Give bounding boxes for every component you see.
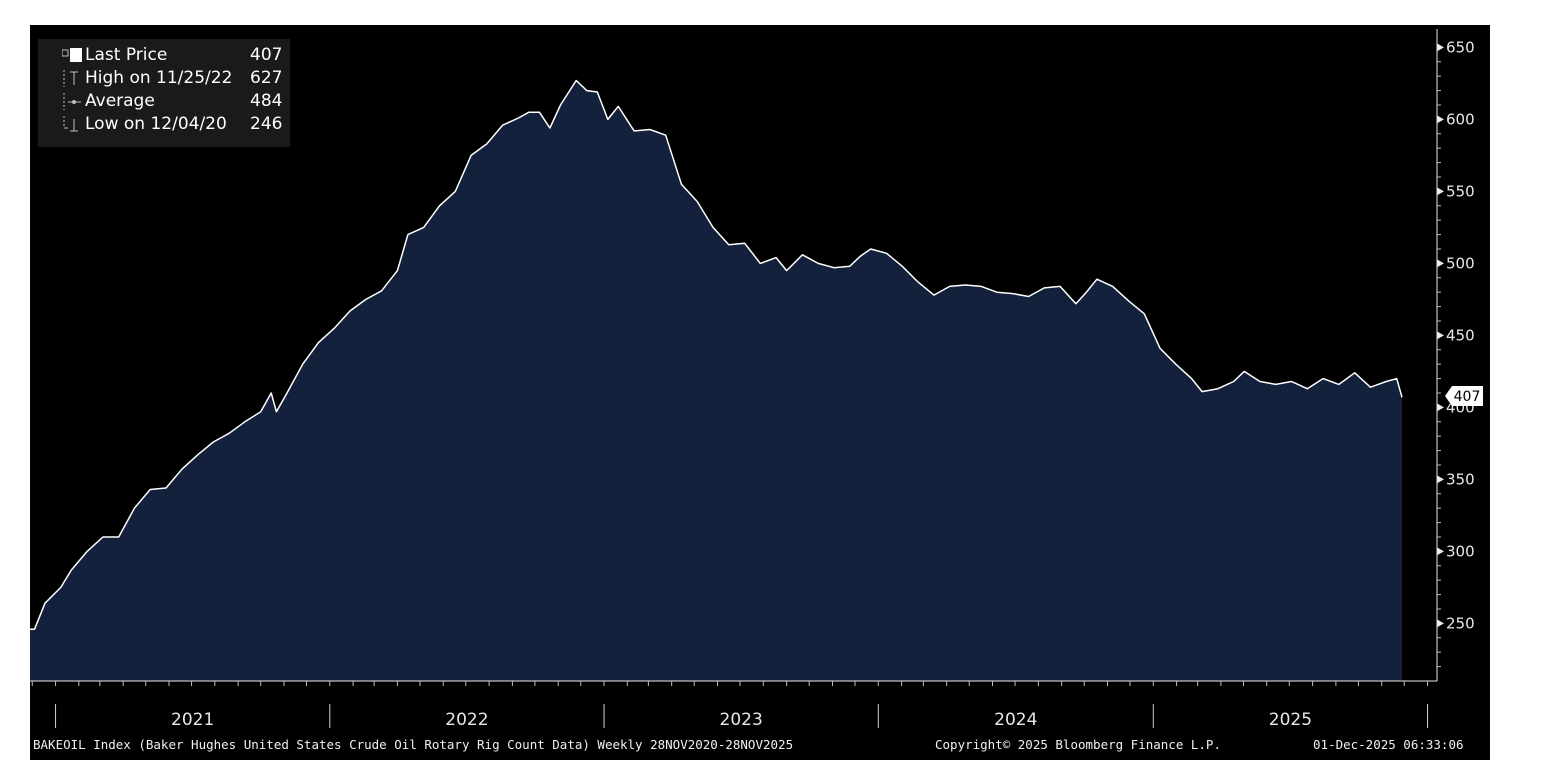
footer-timestamp: 01-Dec-2025 06:33:06 (1313, 737, 1464, 752)
legend-item-low: Low on 12/04/20 246 (38, 114, 290, 136)
x-tick-label: 2021 (171, 710, 214, 730)
legend-item-last-price: Last Price 407 (38, 45, 290, 67)
y-tick-label: 350 (1446, 470, 1475, 488)
legend-value: 627 (250, 68, 283, 88)
legend-item-high: High on 11/25/22 627 (38, 68, 290, 90)
last-price-badge-value: 407 (1454, 389, 1481, 405)
x-tick-label: 2023 (720, 710, 763, 730)
legend-value: 407 (250, 45, 283, 65)
y-tick-marker (1437, 547, 1444, 556)
average-marker-icon (62, 93, 82, 111)
legend-label: High on 11/25/22 (85, 68, 233, 88)
y-tick-marker (1437, 403, 1444, 412)
chart-terminal: 250 300 350 400 450 500 550 600 650 2021 2022 2023… (30, 25, 1490, 760)
chart-legend: Last Price 407 High on 11/25/22 627 Aver… (38, 39, 290, 147)
legend-value: 246 (250, 114, 283, 134)
x-tick-label: 2025 (1269, 710, 1312, 730)
y-tick-label: 600 (1446, 110, 1475, 128)
footer-copyright: Copyright© 2025 Bloomberg Finance L.P. (935, 737, 1221, 752)
y-tick-label: 500 (1446, 254, 1475, 272)
y-tick-marker (1437, 259, 1444, 268)
square-swatch-icon (61, 47, 82, 65)
low-marker-icon (62, 116, 82, 134)
legend-label: Low on 12/04/20 (85, 114, 227, 134)
y-tick-marker (1437, 187, 1444, 196)
y-tick-marker (1437, 331, 1444, 340)
y-tick-label: 450 (1446, 326, 1475, 344)
legend-value: 484 (250, 91, 283, 111)
high-marker-icon (62, 70, 82, 88)
legend-item-average: Average 484 (38, 91, 290, 113)
x-tick-label: 2022 (445, 710, 488, 730)
y-tick-label: 550 (1446, 182, 1475, 200)
y-tick-marker (1437, 475, 1444, 484)
series-area (30, 80, 1402, 681)
series-line (30, 79, 1403, 630)
legend-label: Average (85, 91, 155, 111)
legend-label: Last Price (85, 45, 168, 65)
footer-description: BAKEOIL Index (Baker Hughes United State… (33, 737, 794, 752)
y-tick-marker (1437, 619, 1444, 628)
x-tick-label: 2024 (994, 710, 1037, 730)
y-tick-label: 250 (1446, 614, 1475, 632)
y-tick-marker (1437, 115, 1444, 124)
y-tick-label: 300 (1446, 542, 1475, 560)
last-price-badge: 407 (1445, 386, 1483, 406)
y-tick-label: 650 (1446, 38, 1475, 56)
y-tick-marker (1437, 43, 1444, 52)
